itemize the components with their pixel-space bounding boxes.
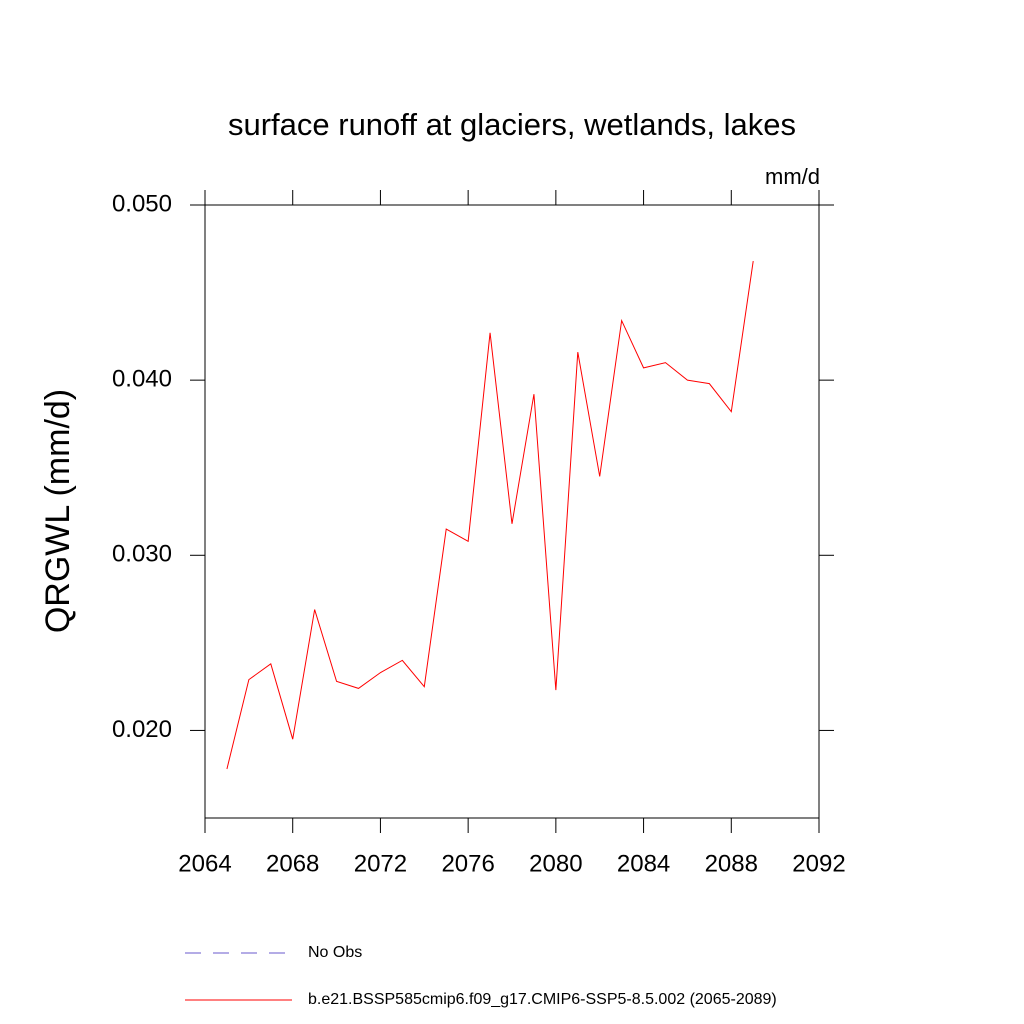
y-axis-label: QRGWL (mm/d) <box>39 389 77 633</box>
units-label: mm/d <box>765 164 820 189</box>
x-tick-label: 2064 <box>178 850 231 877</box>
legend-label: b.e21.BSSP585cmip6.f09_g17.CMIP6-SSP5-8.… <box>308 991 777 1008</box>
plot-frame <box>204 204 820 819</box>
x-tick-label: 2068 <box>266 850 319 877</box>
x-tick-label: 2092 <box>792 850 845 877</box>
legend-label: No Obs <box>308 944 362 961</box>
y-tick-label: 0.020 <box>112 716 172 743</box>
y-tick-label: 0.050 <box>112 190 172 217</box>
data-line <box>226 260 754 770</box>
x-tick-label: 2072 <box>354 850 407 877</box>
x-tick-label: 2088 <box>705 850 758 877</box>
x-tick-label: 2080 <box>529 850 582 877</box>
x-tick-label: 2076 <box>441 850 494 877</box>
x-tick-label: 2084 <box>617 850 670 877</box>
y-tick-label: 0.030 <box>112 541 172 568</box>
y-tick-label: 0.040 <box>112 365 172 392</box>
chart-title: surface runoff at glaciers, wetlands, la… <box>228 107 796 142</box>
